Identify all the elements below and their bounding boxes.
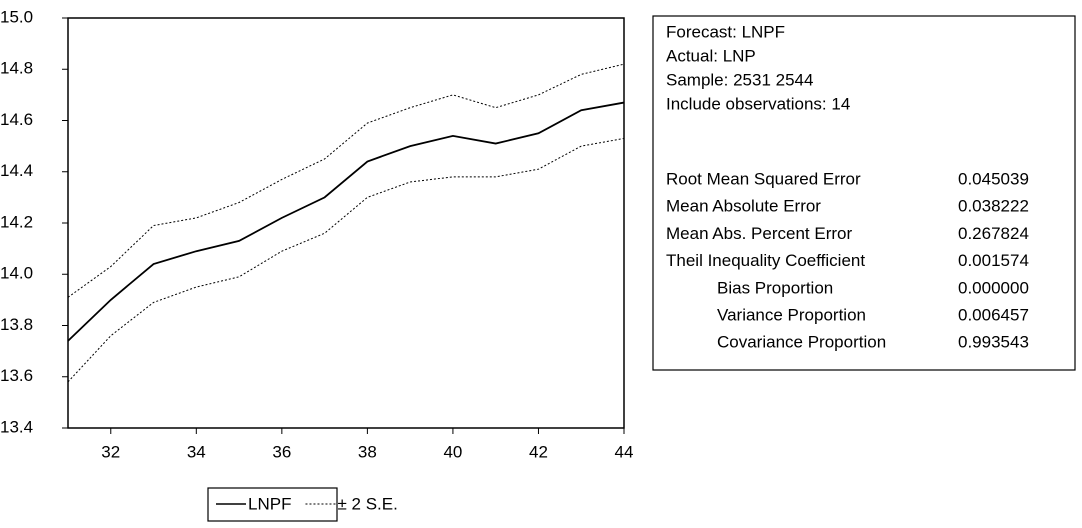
y-tick-label: 14.2 <box>0 212 33 231</box>
y-tick-label: 13.8 <box>0 315 33 334</box>
y-tick-label: 15.0 <box>0 7 33 26</box>
stats-box <box>652 15 1076 371</box>
stats-value: 0.993543 <box>958 333 1029 352</box>
plot-frame <box>67 17 625 429</box>
x-tick-label: 32 <box>101 442 120 461</box>
y-tick-label: 14.0 <box>0 264 33 283</box>
stats-value: 0.001574 <box>958 251 1029 270</box>
y-tick-label: 13.4 <box>0 417 33 436</box>
x-tick-label: 42 <box>529 442 548 461</box>
y-tick-label: 14.6 <box>0 110 33 129</box>
legend-label: ± 2 S.E. <box>337 494 397 513</box>
x-tick-label: 34 <box>187 442 206 461</box>
y-tick-label: 13.6 <box>0 366 33 385</box>
stats-header: Include observations: 14 <box>666 94 850 113</box>
stats-label: Bias Proportion <box>717 278 833 297</box>
x-tick-label: 40 <box>443 442 462 461</box>
x-tick-label: 38 <box>358 442 377 461</box>
stats-label: Mean Abs. Percent Error <box>666 224 852 243</box>
stats-value: 0.006457 <box>958 305 1029 324</box>
stats-header: Actual: LNP <box>666 46 756 65</box>
legend-label: LNPF <box>248 494 291 513</box>
y-tick-label: 14.4 <box>0 161 33 180</box>
stats-header: Forecast: LNPF <box>666 22 785 41</box>
stats-value: 0.038222 <box>958 197 1029 216</box>
stats-label: Mean Absolute Error <box>666 197 821 216</box>
stats-value: 0.000000 <box>958 278 1029 297</box>
x-tick-label: 36 <box>272 442 291 461</box>
y-tick-label: 14.8 <box>0 59 33 78</box>
stats-value: 0.045039 <box>958 169 1029 188</box>
stats-value: 0.267824 <box>958 224 1029 243</box>
series-line <box>67 101 625 342</box>
stats-label: Theil Inequality Coefficient <box>666 251 865 270</box>
stats-label: Root Mean Squared Error <box>666 169 861 188</box>
stats-label: Variance Proportion <box>717 305 866 324</box>
legend-box <box>207 487 338 522</box>
series-line <box>67 63 625 298</box>
stats-label: Covariance Proportion <box>717 333 886 352</box>
x-tick-label: 44 <box>615 442 634 461</box>
series-line <box>67 137 625 383</box>
stats-header: Sample: 2531 2544 <box>666 70 813 89</box>
